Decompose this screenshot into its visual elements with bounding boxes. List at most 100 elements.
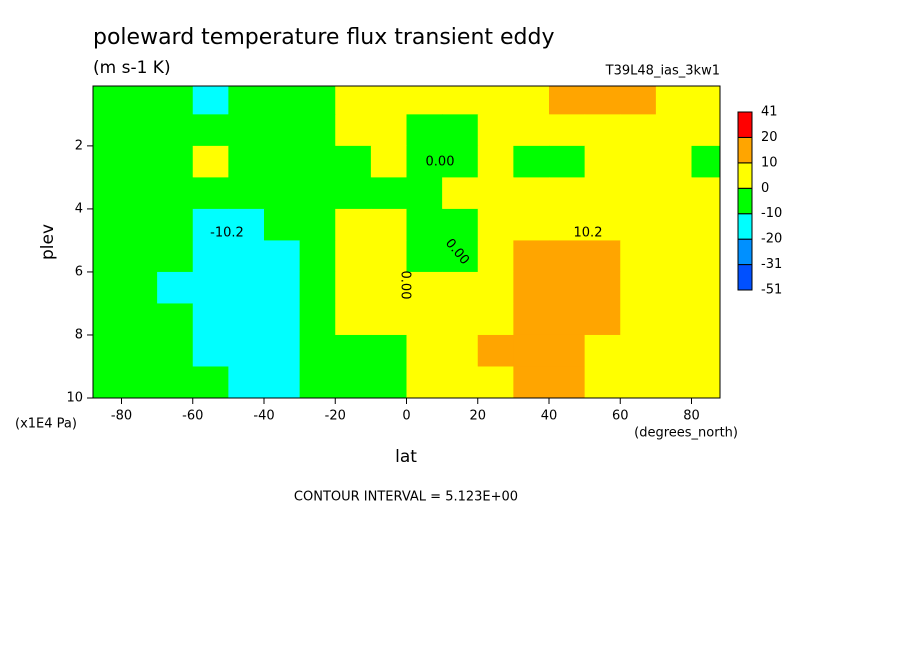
contour-cell <box>335 145 372 178</box>
contour-cell <box>442 86 479 115</box>
contour-cell <box>299 208 336 241</box>
contour-cell <box>299 145 336 178</box>
colorbar-box <box>737 136 753 164</box>
contour-cell <box>655 177 692 210</box>
contour-cell <box>157 177 194 210</box>
contour-cell <box>157 334 194 367</box>
contour-cell <box>93 145 122 178</box>
colorbar-label: -20 <box>761 232 782 247</box>
contour-cell <box>513 86 550 115</box>
x-tick-label: -20 <box>325 409 346 424</box>
contour-cell <box>264 366 301 399</box>
contour-cell <box>655 86 692 115</box>
contour-cell <box>584 271 621 304</box>
colorbar-box <box>737 213 753 240</box>
contour-cell <box>335 334 372 367</box>
contour-cell <box>549 145 586 178</box>
chart-title: poleward temperature flux transient eddy <box>93 25 555 50</box>
contour-cell <box>406 366 443 399</box>
contour-cell <box>513 177 550 210</box>
contour-cell <box>264 86 301 115</box>
contour-cell <box>691 177 721 210</box>
contour-cell <box>121 177 158 210</box>
contour-cell <box>442 208 479 241</box>
contour-cell <box>335 366 372 399</box>
run-label: T39L48_ias_3kw1 <box>605 64 720 79</box>
contour-cell <box>157 86 194 115</box>
contour-cell <box>192 145 229 178</box>
contour-cell <box>370 177 407 210</box>
contour-cell <box>228 114 265 147</box>
colorbar-label: -10 <box>761 206 782 221</box>
contour-cell <box>121 114 158 147</box>
contour-cell <box>691 366 721 399</box>
x-tick-label: 40 <box>541 409 558 424</box>
contour-cell <box>584 240 621 273</box>
colorbar-label: 0 <box>761 181 769 196</box>
contour-cell <box>584 334 621 367</box>
contour-cell <box>299 114 336 147</box>
contour-cell <box>655 366 692 399</box>
x-tick-label: 0 <box>402 409 410 424</box>
contour-cell <box>228 208 265 241</box>
contour-cell <box>620 208 657 241</box>
contour-cell <box>549 334 586 367</box>
contour-cell <box>513 334 550 367</box>
x-tick-label: 60 <box>612 409 629 424</box>
contour-cell <box>299 86 336 115</box>
contour-cell <box>121 145 158 178</box>
contour-label: 0.00 <box>398 271 413 300</box>
contour-cell <box>192 177 229 210</box>
contour-cell <box>549 271 586 304</box>
contour-cell <box>549 303 586 336</box>
x-tick-label: -40 <box>253 409 274 424</box>
contour-cell <box>620 114 657 147</box>
contour-cell <box>477 145 514 178</box>
contour-cell <box>228 366 265 399</box>
contour-cell <box>584 177 621 210</box>
contour-label: 0.00 <box>426 155 455 170</box>
contour-cell <box>691 114 721 147</box>
contour-cell <box>477 208 514 241</box>
contour-cell <box>406 177 443 210</box>
x-axis-label: lat <box>395 447 417 467</box>
contour-cell <box>477 271 514 304</box>
contour-cell <box>299 177 336 210</box>
contour-cell <box>121 271 158 304</box>
contour-cell <box>121 334 158 367</box>
contour-cell <box>620 145 657 178</box>
contour-cell <box>192 334 229 367</box>
contour-cell <box>192 303 229 336</box>
contour-cell <box>513 271 550 304</box>
contour-cell <box>584 208 621 241</box>
chart-subtitle: (m s-1 K) <box>93 58 171 78</box>
contour-cell <box>584 86 621 115</box>
contour-cell <box>121 366 158 399</box>
contour-cell <box>549 114 586 147</box>
contour-cell <box>513 208 550 241</box>
contour-cell <box>620 303 657 336</box>
contour-cell <box>370 303 407 336</box>
contour-cell <box>691 145 721 178</box>
contour-cell <box>442 177 479 210</box>
contour-cell <box>620 240 657 273</box>
y-tick-label: 10 <box>66 391 83 406</box>
contour-cell <box>192 86 229 115</box>
contour-cell <box>549 177 586 210</box>
y-units: (x1E4 Pa) <box>15 417 77 432</box>
contour-cell <box>549 240 586 273</box>
contour-cell <box>477 366 514 399</box>
contour-cell <box>370 86 407 115</box>
contour-cell <box>584 303 621 336</box>
contour-cell <box>477 114 514 147</box>
colorbar-label: -31 <box>761 257 782 272</box>
x-units: (degrees_north) <box>634 426 738 441</box>
contour-cell <box>513 303 550 336</box>
contour-cell <box>549 86 586 115</box>
contour-cell <box>584 366 621 399</box>
colorbar-box <box>737 162 753 189</box>
contour-cell <box>513 240 550 273</box>
contour-cell <box>406 240 443 273</box>
contour-cell <box>228 271 265 304</box>
